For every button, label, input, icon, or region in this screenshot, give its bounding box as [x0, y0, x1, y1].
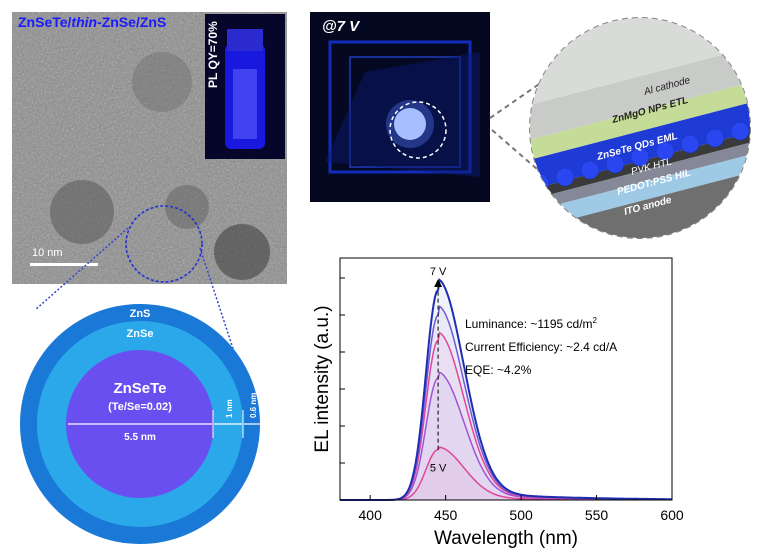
znse-size: 1 nm — [225, 399, 234, 418]
x-tick-label-550: 550 — [585, 507, 609, 523]
x-axis-label: Wavelength (nm) — [434, 528, 578, 549]
zns-label: ZnS — [130, 308, 151, 320]
series-fill-0 — [340, 447, 672, 500]
annotation-luminance: Luminance: ~1195 cd/m2 — [465, 316, 598, 331]
x-tick-label-600: 600 — [660, 507, 684, 523]
pl-qy-label: PL QY=70% — [206, 21, 220, 88]
el-spectrum-chart: 400 450 500 550 600 Wavelength (nm) EL inten… — [312, 257, 684, 549]
plot-frame — [339, 257, 673, 501]
series-line-6V — [340, 331, 672, 501]
series-fill-1 — [340, 372, 672, 500]
series-fill-3 — [340, 306, 672, 500]
arrow-head — [434, 279, 443, 287]
vial-photo — [205, 14, 285, 159]
layer-al — [530, 45, 750, 145]
series-line-6.5V — [340, 305, 672, 501]
series-fill-2 — [340, 332, 672, 500]
layer-eml — [530, 100, 750, 195]
core-ratio: (Te/Se=0.02) — [108, 401, 172, 413]
tem-title: ZnSeTe/thin-ZnSe/ZnS — [18, 14, 167, 30]
zns-size: 0.6 nm — [249, 393, 258, 418]
core-label: ZnSeTe — [113, 380, 166, 397]
znse-label: ZnSe — [127, 328, 154, 340]
layer-pedot — [530, 140, 750, 217]
device-photo — [310, 12, 490, 202]
device-stack: Al cathode ZnMgO NPs ETL ZnSeTe QDs EML … — [489, 17, 751, 239]
bottom-voltage-label: 5 V — [430, 463, 447, 475]
voltage-label: @7 V — [322, 18, 360, 35]
scale-bar — [30, 263, 98, 266]
annotation-eqe: EQE: ~4.2% — [465, 363, 532, 377]
x-tick-label-400: 400 — [359, 507, 383, 523]
series-fill-4 — [340, 280, 672, 500]
series-line-5.5V — [340, 371, 672, 501]
layer-znmgo — [530, 80, 750, 165]
layer-ito — [530, 152, 750, 235]
top-voltage-label: 7 V — [430, 266, 447, 278]
scale-label: 10 nm — [32, 247, 63, 259]
annotation-efficiency: Current Efficiency: ~2.4 cd/A — [465, 340, 617, 354]
core-size: 5.5 nm — [124, 432, 156, 443]
series-line-7V — [340, 278, 672, 501]
x-tick-label-450: 450 — [434, 507, 458, 523]
x-tick-label-500: 500 — [509, 507, 533, 523]
y-axis-label: EL intensity (a.u.) — [312, 305, 333, 452]
core-shell-schematic: ZnS ZnSe ZnSeTe (Te/Se=0.02) 5.5 nm 1 nm… — [20, 228, 260, 544]
highlight-circle — [125, 205, 203, 283]
